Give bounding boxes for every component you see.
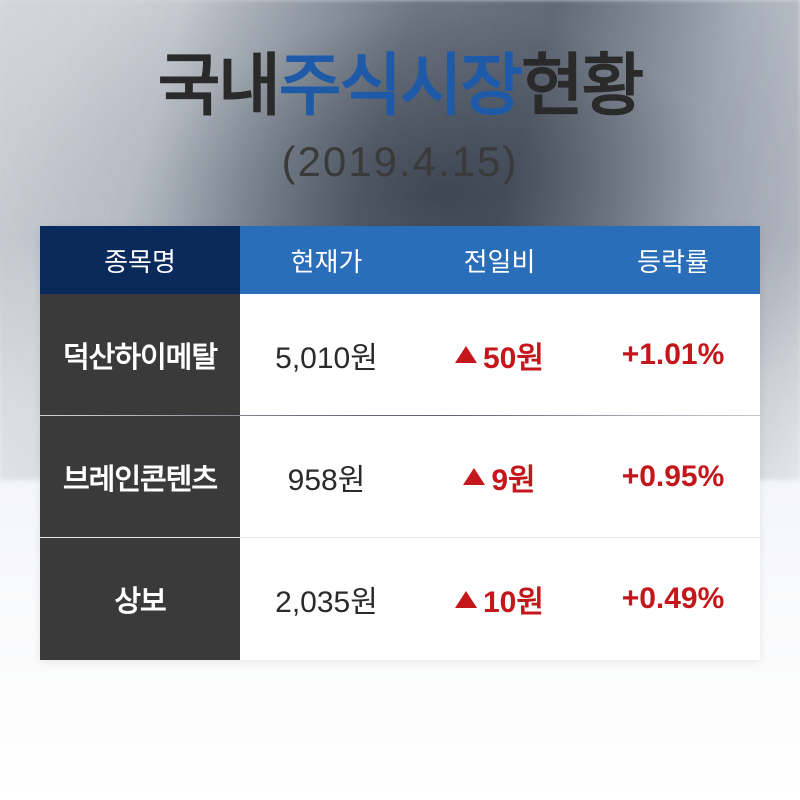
header: 국내주식시장현황 (2019.4.15): [0, 0, 800, 186]
page-title: 국내주식시장현황: [0, 52, 800, 120]
col-header-name: 종목명: [40, 226, 240, 294]
col-header-price: 현재가: [240, 226, 413, 294]
table-row: 덕산하이메탈 5,010원 50원 +1.01%: [40, 294, 760, 416]
title-part-2: 주식시장: [279, 48, 521, 124]
page-subtitle-date: (2019.4.15): [0, 138, 800, 186]
cell-name: 브레인콘텐츠: [40, 416, 240, 537]
cell-rate: +0.49%: [586, 538, 760, 660]
cell-name: 상보: [40, 538, 240, 660]
cell-change: 50원: [413, 294, 586, 415]
col-header-rate: 등락률: [586, 226, 760, 294]
up-triangle-icon: [455, 346, 477, 363]
title-part-3: 현황: [521, 48, 642, 124]
cell-rate: +1.01%: [586, 294, 760, 415]
title-part-1: 국내: [158, 48, 279, 124]
change-value: 9원: [491, 455, 535, 499]
cell-price: 5,010원: [240, 294, 413, 415]
cell-change: 9원: [413, 416, 586, 537]
cell-price: 2,035원: [240, 538, 413, 660]
up-triangle-icon: [455, 591, 477, 608]
table-row: 상보 2,035원 10원 +0.49%: [40, 538, 760, 660]
table-row: 브레인콘텐츠 958원 9원 +0.95%: [40, 416, 760, 538]
cell-rate: +0.95%: [586, 416, 760, 537]
cell-name: 덕산하이메탈: [40, 294, 240, 415]
stock-table: 종목명 현재가 전일비 등락률 덕산하이메탈 5,010원 50원 +1.01%…: [40, 226, 760, 660]
change-value: 10원: [483, 577, 544, 621]
cell-change: 10원: [413, 538, 586, 660]
cell-price: 958원: [240, 416, 413, 537]
change-value: 50원: [483, 333, 544, 377]
table-header: 종목명 현재가 전일비 등락률: [40, 226, 760, 294]
up-triangle-icon: [463, 468, 485, 485]
col-header-change: 전일비: [413, 226, 586, 294]
